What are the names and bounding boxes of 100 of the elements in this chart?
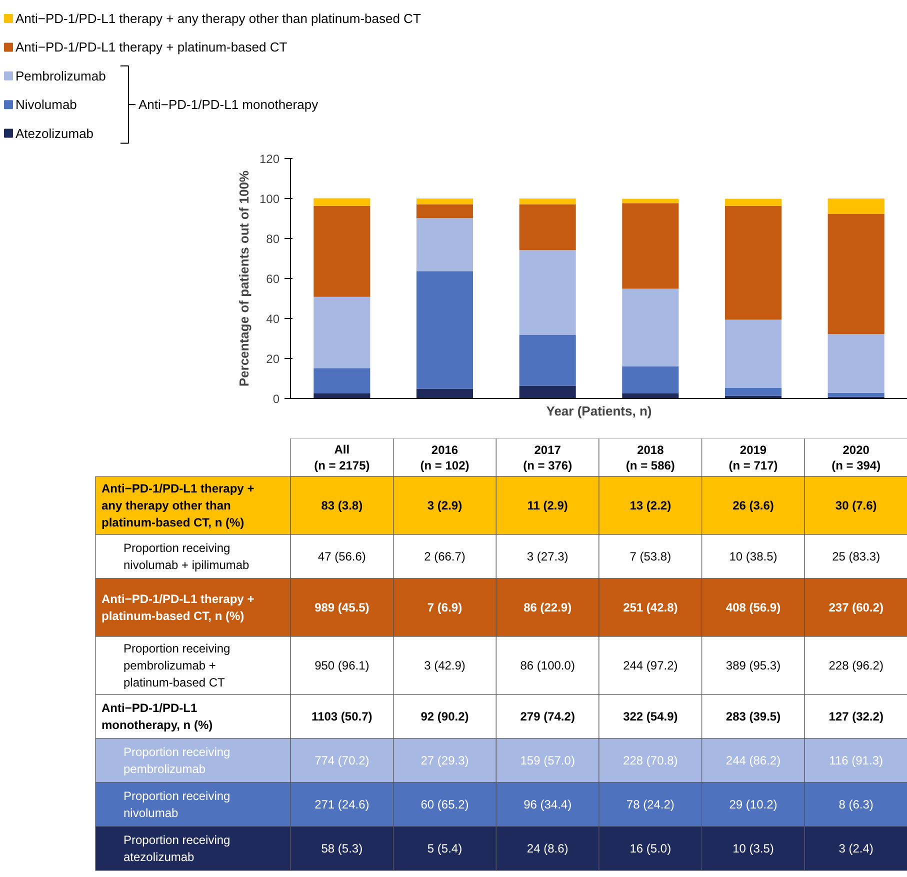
bar — [314, 368, 370, 394]
bar — [314, 198, 370, 206]
y-tick-label: 60 — [266, 272, 280, 286]
text: 228 (70.8) — [623, 754, 678, 768]
text: 3 (2.4) — [838, 842, 874, 856]
x-axis-title: Year (Patients, n) — [546, 404, 652, 418]
bar — [724, 206, 782, 320]
text: 58 (5.3) — [321, 842, 363, 856]
y-tick-label: 20 — [266, 352, 280, 366]
bar — [622, 366, 679, 394]
bar — [622, 393, 679, 398]
bar — [622, 203, 679, 289]
bar — [416, 218, 474, 272]
y-tick-label: 40 — [266, 312, 280, 326]
text: 279 (74.2) — [520, 710, 575, 724]
text: 11 (2.9) — [527, 498, 568, 512]
text: 3 (27.3) — [526, 550, 568, 564]
x-tick-label: 2018 — [637, 443, 664, 457]
text: 29 (10.2) — [729, 798, 778, 812]
text: 989 (45.5) — [314, 600, 370, 614]
text: Proportion receiving nivolumab + ipilimumab — [124, 541, 250, 572]
bar — [314, 206, 370, 297]
text: 27 (29.3) — [420, 754, 469, 768]
bar — [519, 204, 576, 250]
y-tick-label: 120 — [259, 152, 280, 166]
bar — [314, 393, 370, 398]
text: 159 (57.0) — [520, 754, 575, 768]
bar — [828, 392, 884, 397]
bar — [416, 198, 474, 204]
legend-label: Nivolumab — [16, 97, 77, 112]
bar — [828, 334, 884, 393]
text: 8 (6.3) — [838, 798, 874, 812]
text: 322 (54.9) — [623, 710, 678, 724]
text: Proportion receiving pembrolizumab — [124, 745, 230, 776]
bar — [828, 214, 884, 334]
text: 78 (24.2) — [626, 798, 674, 812]
x-tick-label: 2019 — [740, 443, 767, 457]
y-tick-label: 80 — [266, 232, 280, 246]
y-tick-label: 0 — [272, 392, 280, 406]
text: 127 (32.2) — [828, 710, 884, 724]
text: 116 (91.3) — [829, 754, 883, 768]
text: 774 (70.2) — [314, 754, 370, 768]
text: 7 (6.9) — [427, 600, 462, 614]
legend-label: Anti−PD-1/PD-L1 therapy + platinum-based CT — [16, 40, 288, 55]
x-tick-label: 2017 — [534, 443, 562, 457]
text: 10 (3.5) — [732, 842, 774, 856]
text: (n = 102) — [420, 458, 470, 472]
bar — [314, 296, 370, 368]
x-tick-label: 2020 — [842, 443, 870, 457]
text: (n = 2175) — [314, 458, 370, 472]
text: 13 (2.2) — [630, 498, 672, 512]
text: (n = 586) — [626, 458, 675, 472]
text: 26 (3.6) — [732, 498, 774, 512]
text: 10 (38.5) — [729, 550, 778, 564]
bar — [519, 250, 576, 335]
text: 237 (60.2) — [828, 600, 884, 614]
text: 16 (5.0) — [630, 842, 672, 856]
text: 950 (96.1) — [314, 658, 370, 672]
bar — [416, 388, 474, 398]
text: (n = 717) — [728, 458, 778, 472]
text: Proportion receiving atezolizumab — [124, 833, 230, 864]
text: 96 (34.4) — [524, 798, 572, 812]
text: 283 (39.5) — [726, 710, 781, 724]
text: 47 (56.6) — [318, 550, 366, 564]
text: 2 (66.7) — [424, 550, 466, 564]
legend-label: Pembrolizumab — [16, 68, 106, 84]
text: (n = 394) — [832, 458, 881, 472]
text: 228 (96.2) — [828, 658, 884, 672]
bar — [519, 198, 576, 204]
text: 83 (3.8) — [321, 498, 363, 512]
text: Anti−PD-1/PD-L1 monotherapy — [138, 97, 319, 112]
text: Proportion receiving nivolumab — [124, 789, 230, 820]
text: 25 (83.3) — [832, 550, 880, 564]
x-tick-label: All — [334, 442, 350, 456]
text: 251 (42.8) — [623, 600, 678, 614]
x-tick-label: 2016 — [431, 443, 458, 457]
bar — [724, 320, 782, 388]
text: 244 (86.2) — [726, 754, 781, 768]
text: 408 (56.9) — [726, 600, 781, 614]
text: 86 (22.9) — [524, 600, 572, 614]
text: 389 (95.3) — [726, 658, 781, 672]
text: Anti−PD-1/PD-L1 therapy + any therapy other than platinum-based CT, n (%) — [102, 482, 254, 530]
text: (n = 376) — [523, 458, 572, 472]
text: Proportion receiving pembrolizumab + platinum-based CT — [124, 642, 230, 690]
bar — [519, 334, 576, 386]
text: 244 (97.2) — [623, 658, 678, 672]
bar — [622, 288, 679, 366]
text: 7 (53.8) — [630, 550, 672, 564]
legend-label: Atezolizumab — [16, 126, 94, 141]
bar — [622, 198, 679, 204]
text: 30 (7.6) — [835, 498, 877, 512]
y-axis-title: Percentage of patients out of 100% — [236, 170, 252, 386]
y-tick-label: 100 — [259, 192, 280, 206]
text: 60 (65.2) — [420, 798, 469, 812]
text: 3 (42.9) — [424, 658, 466, 672]
text: Anti−PD-1/PD-L1 therapy + platinum-based CT, n (%) — [102, 592, 254, 623]
text: 24 (8.6) — [526, 842, 568, 856]
text: 271 (24.6) — [314, 798, 370, 812]
bar — [416, 271, 474, 389]
text: 5 (5.4) — [427, 842, 462, 856]
